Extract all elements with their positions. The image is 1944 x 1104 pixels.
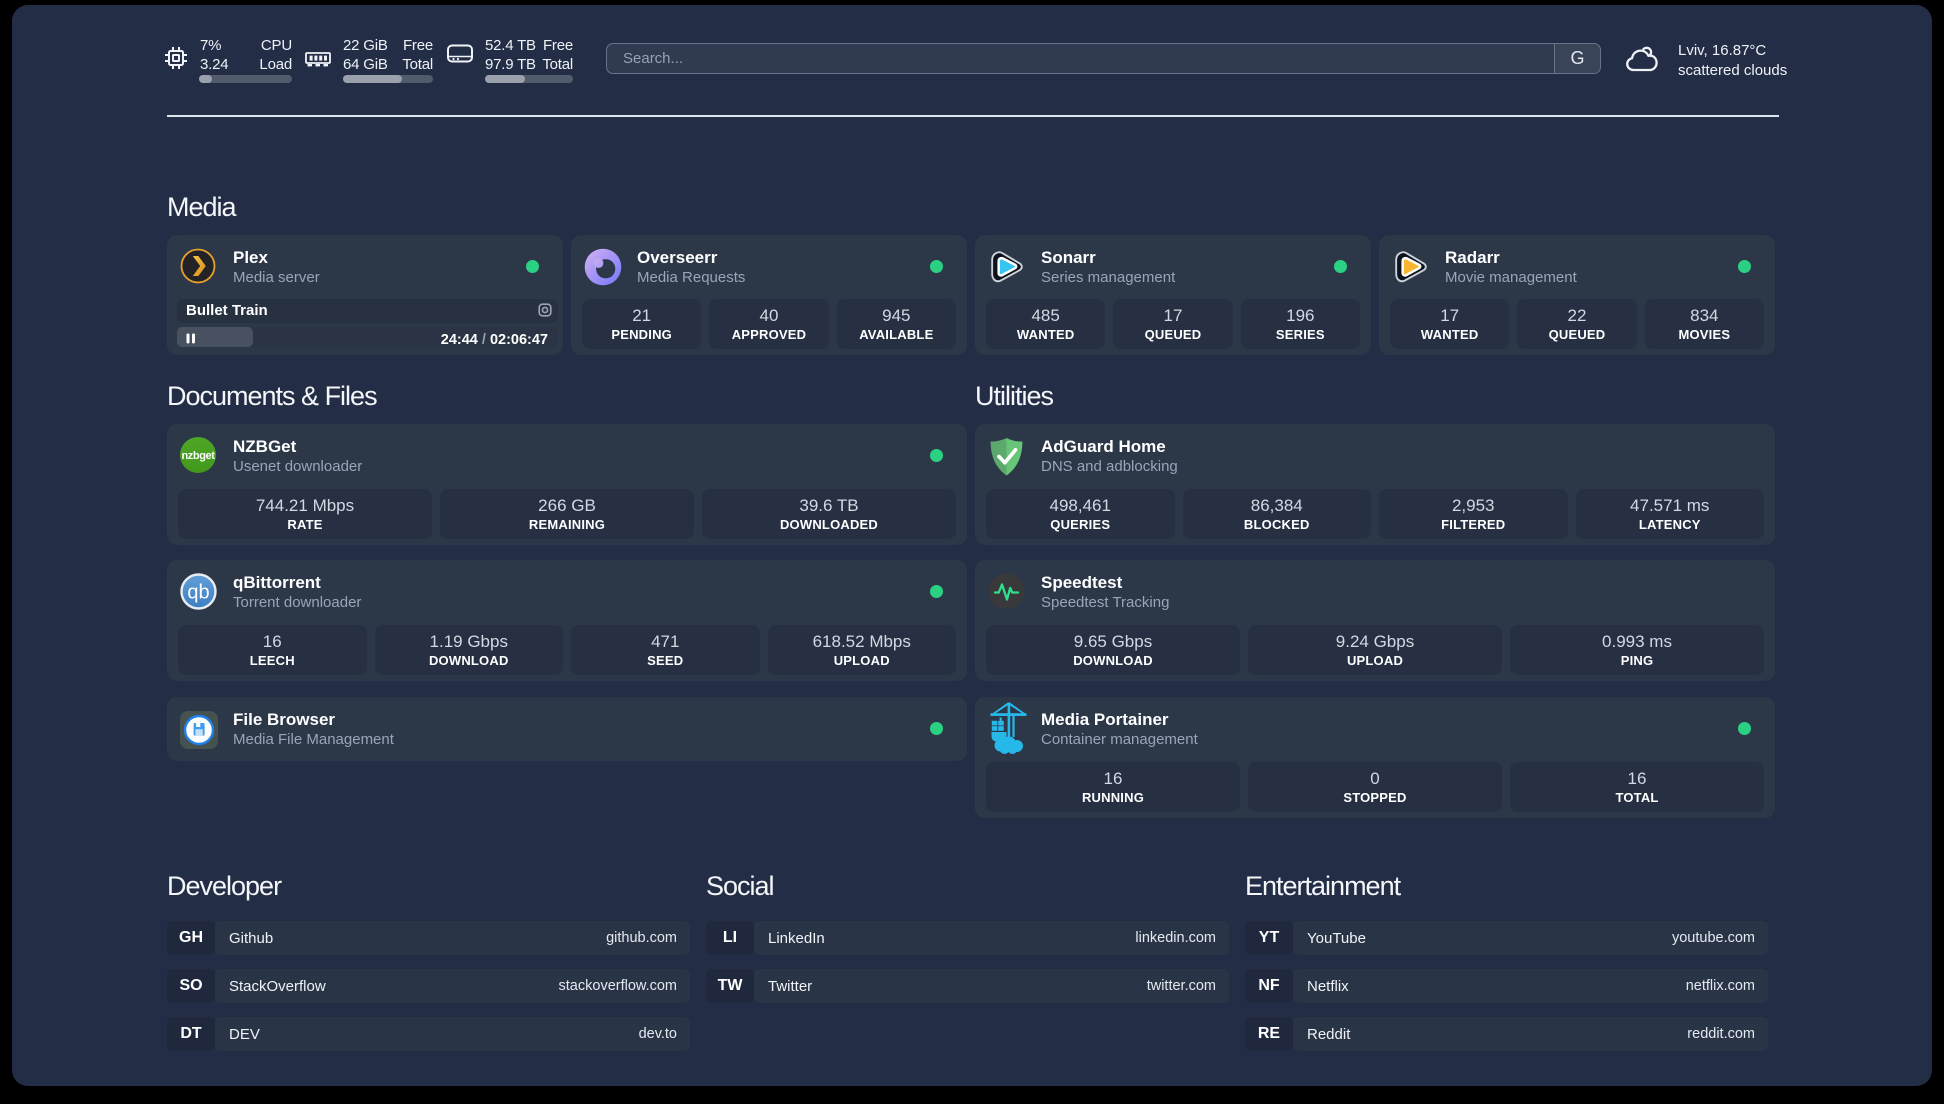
svg-text:nzbget: nzbget [181,450,215,462]
svg-text:qb: qb [187,582,209,604]
